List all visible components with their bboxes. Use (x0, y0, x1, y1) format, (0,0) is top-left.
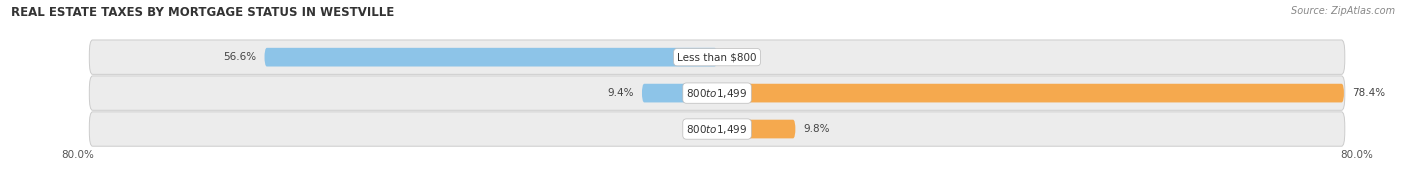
FancyBboxPatch shape (90, 40, 1344, 74)
Text: Source: ZipAtlas.com: Source: ZipAtlas.com (1291, 6, 1395, 16)
Text: $800 to $1,499: $800 to $1,499 (686, 87, 748, 100)
Text: $800 to $1,499: $800 to $1,499 (686, 122, 748, 135)
FancyBboxPatch shape (643, 84, 717, 103)
FancyBboxPatch shape (90, 112, 1344, 146)
Text: 78.4%: 78.4% (1353, 88, 1385, 98)
FancyBboxPatch shape (90, 76, 1344, 110)
FancyBboxPatch shape (717, 120, 796, 138)
FancyBboxPatch shape (717, 84, 1344, 103)
Text: 56.6%: 56.6% (224, 52, 256, 62)
Text: Less than $800: Less than $800 (678, 52, 756, 62)
FancyBboxPatch shape (264, 48, 717, 66)
Text: 9.8%: 9.8% (803, 124, 830, 134)
Text: 9.4%: 9.4% (607, 88, 634, 98)
Text: 0.0%: 0.0% (683, 124, 709, 134)
Text: REAL ESTATE TAXES BY MORTGAGE STATUS IN WESTVILLE: REAL ESTATE TAXES BY MORTGAGE STATUS IN … (11, 6, 395, 19)
Text: 0.0%: 0.0% (725, 52, 751, 62)
